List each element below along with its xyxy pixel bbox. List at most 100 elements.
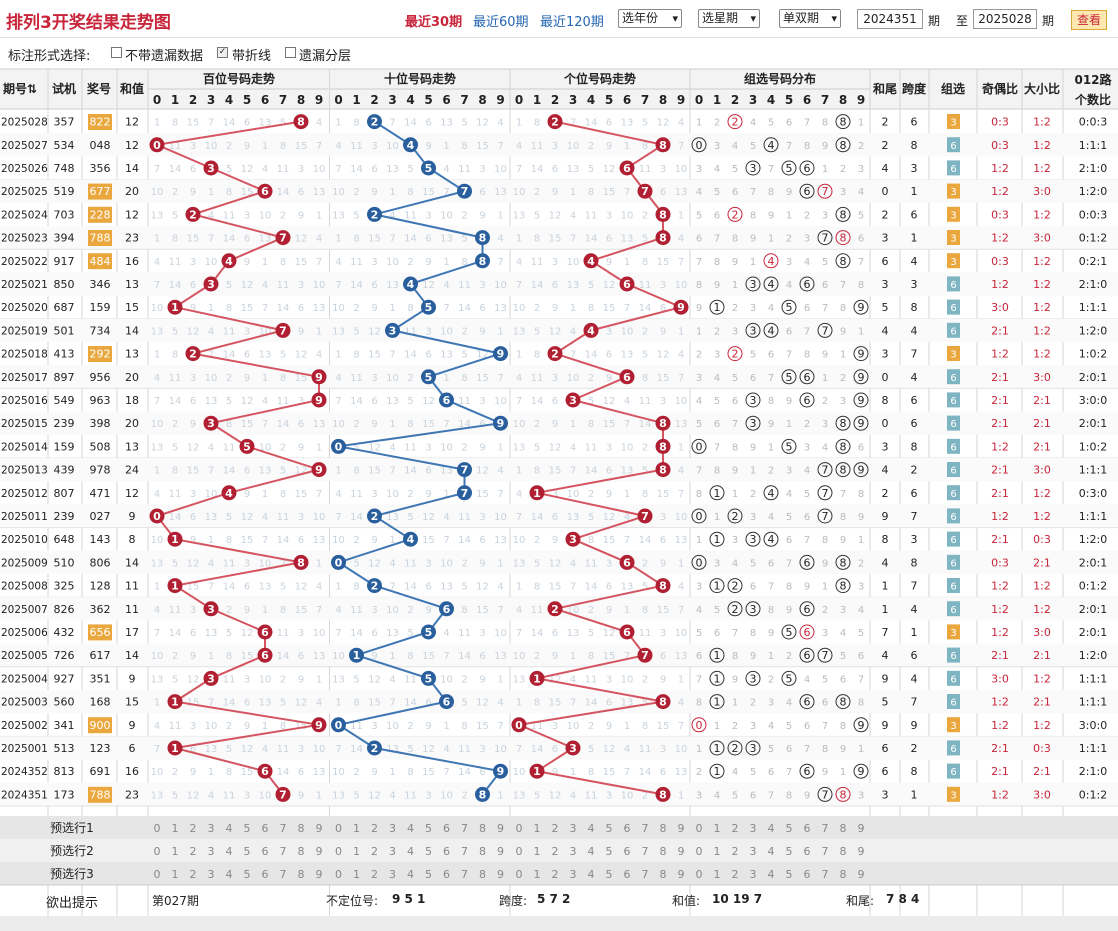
group-miss: 3 [786,257,792,268]
group-miss: 5 [822,257,828,268]
prize-badge [88,206,112,223]
preselect-row-bg [0,862,1118,885]
polyline-checkbox[interactable]: ✓ [217,47,228,58]
miss-number: 6 [425,350,431,361]
miss-number: 12 [549,442,562,453]
miss-number: 2 [280,558,286,569]
parity-select[interactable]: 单双期 [779,9,841,28]
group-miss: 1 [858,118,864,129]
u-ball-digit: 8 [659,417,667,430]
group-miss: 3 [696,373,702,384]
group-miss: 6 [696,651,702,662]
span-cell: 4 [911,672,918,685]
miss-number: 10 [675,628,688,639]
miss-number: 13 [386,628,399,639]
miss-number: 6 [606,234,612,245]
size-cell: 2:1 [1033,556,1051,569]
group-digit-ring [763,253,779,269]
miss-number: 1 [678,558,684,569]
group-digit: 8 [840,232,847,245]
group-miss: 3 [750,721,756,732]
issue-cell: 2025008 [1,581,48,593]
miss-number: 6 [479,419,485,430]
miss-number: 8 [353,466,359,477]
group-digit: 2 [732,510,739,523]
preselect-digit: 9 [678,822,685,835]
group-digit-ring [853,369,869,385]
group-miss: 9 [840,535,846,546]
miss-number: 5 [407,628,413,639]
sum-cell: 13 [125,440,139,453]
group-digit: 8 [840,788,847,801]
preselect-digit: 4 [768,845,775,858]
preselect-digit: 4 [588,822,595,835]
issue-cell: 2025016 [1,395,48,407]
miss-number: 11 [277,164,290,175]
range-30-link[interactable]: 最近30期 [405,15,463,30]
miss-number: 6 [371,396,377,407]
tail-cell: 4 [882,464,889,477]
group-digit-ring [709,763,725,779]
end-issue-input[interactable]: 2025028 [973,9,1037,29]
group-miss: 2 [804,210,810,221]
u-ball-digit: 4 [587,255,595,268]
group-miss: 7 [696,466,702,477]
group-miss: 5 [714,605,720,616]
miss-number: 14 [531,396,544,407]
group-digit: 3 [750,278,757,291]
group-digit-ring [745,392,761,408]
u-ball-digit: 2 [551,348,559,361]
group-miss: 6 [840,674,846,685]
preselect-digit: 6 [262,822,269,835]
span-cell: 6 [911,116,918,129]
miss-number: 3 [606,326,612,337]
miss-number: 13 [621,234,634,245]
test-cell: 897 [54,371,75,384]
miss-number: 8 [588,419,594,430]
range-60-link[interactable]: 最近60期 [473,15,529,30]
no-miss-checkbox[interactable] [111,47,122,58]
group-miss: 3 [822,628,828,639]
miss-number: 2 [353,767,359,778]
group-digit: 6 [804,162,811,175]
start-issue-input[interactable]: 2024351 [857,9,923,29]
query-button[interactable]: 查看 [1071,10,1107,30]
miss-number: 2 [534,651,540,662]
miss-number: 13 [513,326,526,337]
u-ball-digit: 7 [641,510,649,523]
miss-number: 13 [386,280,399,291]
miss-number: 9 [190,419,196,430]
weekday-select[interactable]: 选星期 [698,9,760,28]
miss-number: 9 [425,721,431,732]
miss-number: 14 [404,698,417,709]
group-miss: 6 [786,744,792,755]
group-digit: 6 [804,765,811,778]
range-120-link[interactable]: 最近120期 [540,15,604,30]
span-cell: 1 [911,185,918,198]
group-miss: 2 [768,466,774,477]
miss-number: 1 [154,698,160,709]
miss-number: 8 [353,698,359,709]
preselect-digit: 7 [461,822,468,835]
prize-cell: 123 [90,742,111,755]
miss-number: 9 [425,257,431,268]
miss-number: 13 [205,396,218,407]
layer-checkbox[interactable] [285,47,296,58]
miss-number: 3 [371,489,377,500]
miss-number: 1 [516,118,522,129]
miss-number: 4 [208,326,214,337]
preselect-digit: 8 [298,822,305,835]
group-miss: 6 [750,373,756,384]
size-cell: 3:0 [1033,788,1051,801]
year-select[interactable]: 选年份 [618,9,682,28]
digit-header: 8 [839,93,847,107]
miss-number: 11 [531,257,544,268]
preselect-digit: 6 [804,822,811,835]
preselect-digit: 7 [280,868,287,881]
miss-number: 1 [316,558,322,569]
miss-number: 10 [259,210,272,221]
t-ball-digit: 9 [497,417,505,430]
miss-number: 15 [657,373,670,384]
test-cell: 357 [54,116,75,129]
digit-header: 1 [713,93,721,107]
